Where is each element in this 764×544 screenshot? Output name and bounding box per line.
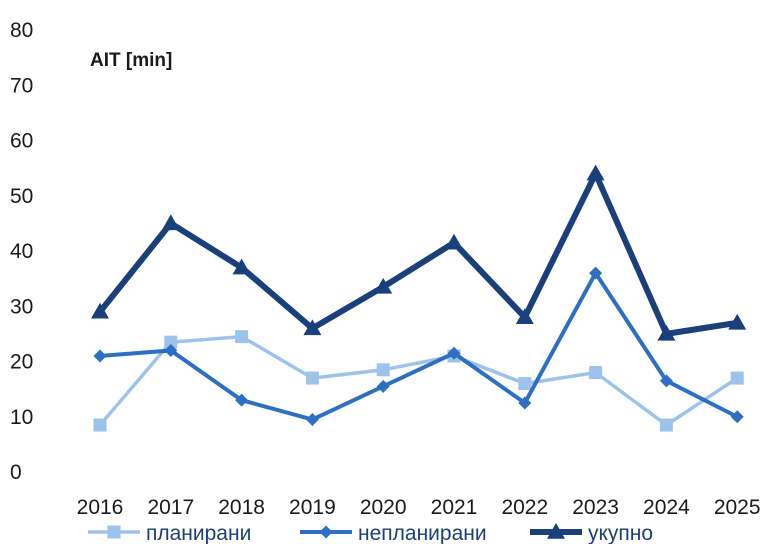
series-line: [97, 166, 738, 338]
y-tick-label: 40: [10, 240, 33, 263]
legend-item: планирани: [88, 522, 251, 544]
legend-item: укупно: [530, 522, 653, 544]
x-tick-label: 2024: [643, 496, 690, 519]
x-tick-label: 2019: [289, 496, 336, 519]
y-tick-label: 10: [10, 406, 33, 429]
data-point: [659, 418, 673, 432]
data-point: [586, 164, 605, 181]
data-point: [657, 324, 676, 341]
data-point: [164, 335, 178, 349]
y-tick-label: 60: [10, 130, 33, 153]
data-point: [91, 302, 109, 319]
data-point: [161, 214, 180, 231]
legend-label: непланирани: [358, 522, 487, 544]
data-point: [93, 349, 107, 363]
data-point: [518, 377, 532, 391]
data-point: [589, 266, 603, 280]
data-point: [730, 371, 744, 385]
data-point: [305, 371, 319, 385]
x-tick-label: 2023: [572, 496, 619, 519]
y-tick-label: 20: [10, 351, 33, 374]
data-point: [235, 330, 249, 344]
y-tick-label: 70: [10, 74, 33, 97]
x-tick-label: 2018: [218, 496, 265, 519]
y-axis-label: AIT [min]: [90, 50, 172, 71]
data-point: [445, 233, 463, 250]
data-point: [376, 379, 390, 393]
series-2: [93, 266, 744, 427]
legend: планирани непланирани укупно: [88, 522, 653, 544]
data-point: [659, 374, 673, 388]
x-tick-label: 2021: [431, 496, 478, 519]
y-tick-label: 0: [10, 461, 22, 484]
data-point: [232, 258, 251, 275]
x-tick-label: 2017: [147, 496, 194, 519]
data-point: [164, 343, 178, 357]
x-tick-label: 2025: [714, 496, 761, 519]
x-tick-label: 2022: [501, 496, 548, 519]
y-tick-label: 80: [10, 19, 33, 42]
data-point: [305, 413, 319, 427]
y-tick-label: 50: [10, 185, 33, 208]
series-1: [93, 330, 744, 432]
legend-item: непланирани: [300, 522, 487, 544]
data-point: [447, 346, 461, 360]
data-point: [93, 418, 107, 432]
data-point: [235, 393, 249, 407]
series-group: [91, 164, 747, 432]
series-line: [99, 269, 739, 422]
legend-swatch-marker: [107, 525, 121, 539]
data-point: [728, 313, 747, 330]
data-point: [303, 319, 322, 336]
legend-label: планирани: [146, 522, 251, 544]
data-point: [730, 410, 744, 424]
series-line: [98, 334, 739, 428]
data-point: [376, 363, 390, 377]
legend-label: укупно: [588, 522, 653, 544]
y-axis-ticks: 0 10 20 30 40 50 60 70 80: [10, 19, 33, 484]
x-axis-ticks: 2016 2017 2018 2019 2020 2021 2022 2023 2024 2025: [77, 496, 761, 519]
series-3: [91, 164, 747, 341]
legend-swatch-marker: [319, 525, 333, 539]
data-point: [515, 308, 534, 325]
data-point: [518, 396, 532, 410]
legend-swatch-marker: [547, 523, 565, 539]
x-tick-label: 2020: [360, 496, 407, 519]
x-tick-label: 2016: [77, 496, 124, 519]
data-point: [589, 366, 603, 380]
y-tick-label: 30: [10, 295, 33, 318]
data-point: [374, 277, 393, 294]
